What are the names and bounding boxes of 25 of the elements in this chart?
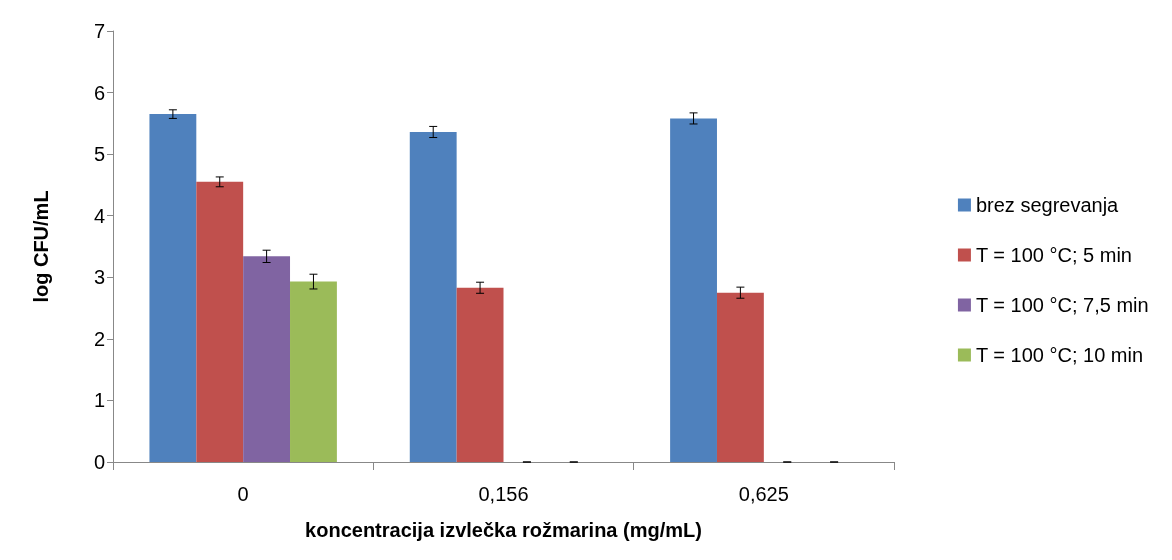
y-tick-label: 5	[93, 143, 105, 166]
legend-label: T = 100 °C; 10 min	[975, 344, 1144, 366]
y-axis-title: log CFU/mL	[30, 190, 52, 303]
y-tick-label: 0	[93, 451, 105, 473]
y-tick-label: 4	[93, 204, 105, 227]
legend-label: T = 100 °C; 7,5 min	[975, 294, 1149, 316]
bar	[409, 131, 457, 462]
x-tick-label: 0,156	[478, 483, 529, 505]
x-axis-title: koncentracija izvlečka rožmarina (mg/mL)	[305, 519, 702, 541]
x-tick-label: 0,625	[738, 483, 789, 505]
y-tick-label: 3	[93, 266, 105, 289]
bar	[456, 287, 504, 462]
bar	[716, 292, 764, 462]
bar	[290, 281, 337, 462]
legend-label: brez segrevanja	[975, 194, 1120, 216]
bar	[196, 181, 244, 462]
bar	[149, 114, 197, 462]
y-tick-label: 7	[93, 20, 105, 42]
y-tick-label: 2	[93, 327, 105, 350]
legend-label: T = 100 °C; 5 min	[975, 244, 1132, 266]
y-tick-label: 6	[93, 81, 105, 104]
y-tick-label: 1	[93, 389, 105, 412]
bar	[243, 256, 291, 462]
bar	[670, 118, 717, 462]
x-tick-label: 0	[237, 483, 249, 505]
